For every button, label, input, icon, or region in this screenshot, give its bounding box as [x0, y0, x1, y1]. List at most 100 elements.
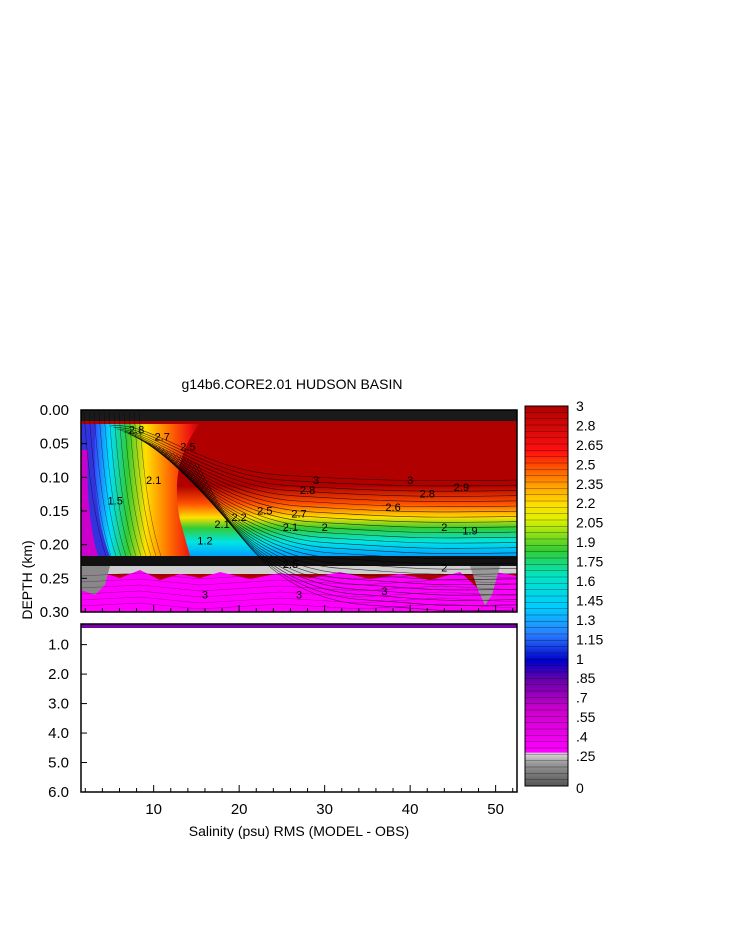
y-tick-label: 5.0 [48, 755, 69, 772]
colorbar-label: .85 [576, 670, 596, 686]
contour-label: 1.2 [197, 536, 212, 548]
contour-label: 2.7 [291, 509, 306, 521]
lower-panel-top-strip [81, 624, 517, 628]
field-left-wedge [81, 410, 210, 556]
colorbar-label: 2.5 [576, 456, 596, 472]
field-surface-dark-band [81, 410, 517, 421]
colorbar-label: .7 [576, 690, 588, 706]
upper-panel-contour-field: 332.92.8 2.82.72.62.52.22.1 2.1 2 2 1.91.22.5… [81, 410, 517, 612]
contour-label: 2 [322, 522, 328, 534]
colorbar-label: 1.6 [576, 573, 596, 589]
field-deep-magenta [81, 570, 517, 612]
contour-labels: 332.92.8 2.82.72.62.52.22.1 2.1 2 2 1.91.22.5… [108, 425, 478, 602]
x-tick-label: 20 [231, 801, 248, 818]
x-tick-label: 30 [316, 801, 333, 818]
x-tick-label: 40 [402, 801, 419, 818]
contour-label: 2.9 [454, 482, 469, 494]
contour-label: 2.1 [283, 522, 298, 534]
contour-label: 3 [407, 475, 413, 487]
contour-line [127, 433, 517, 508]
contour-line [138, 411, 162, 557]
y-tick-label: 0.30 [40, 604, 69, 621]
colorbar-level-lines [525, 412, 568, 780]
contour-line [190, 460, 517, 601]
colorbar-label: 1.15 [576, 631, 603, 647]
contour-line [88, 411, 112, 557]
y-tick-label: 3.0 [48, 696, 69, 713]
contour-label: 2 [441, 563, 447, 575]
contour-line [116, 428, 517, 492]
contour-label: 2.2 [232, 512, 247, 524]
contour-line [81, 596, 517, 604]
colorbar-label: 1.9 [576, 534, 596, 550]
y-tick-label: 0.25 [40, 570, 69, 587]
contour-line [81, 578, 517, 586]
contour-line [81, 602, 517, 610]
contour-line [108, 411, 132, 557]
colorbar-label: 2.35 [576, 476, 603, 492]
x-axis: 10 20 30 40 50 [84, 605, 514, 818]
contour-line [103, 411, 127, 557]
contour-label: 2.5 [283, 559, 298, 571]
contour-label: 2.1 [146, 475, 161, 487]
y-axis-lower: 1.0 2.0 3.0 4.0 5.0 6.0 [48, 637, 87, 801]
y-axis-upper: 0.00 0.05 0.10 0.15 0.20 0.25 0.30 [40, 402, 87, 621]
lower-panel-background [81, 624, 517, 792]
contour-line [183, 457, 517, 591]
x-tick-label: 50 [487, 801, 504, 818]
field-magenta-edge [81, 450, 98, 556]
contour-lines [81, 411, 517, 612]
contour-label: 2.1 [214, 519, 229, 531]
contour-label: 1.9 [462, 526, 477, 538]
contour-line [197, 463, 517, 612]
contour-line [137, 437, 517, 523]
contour-line [141, 439, 517, 528]
contour-line [81, 572, 517, 580]
contour-label: 2.8 [129, 425, 144, 437]
contour-line [109, 425, 517, 482]
contour-line [193, 461, 517, 606]
y-tick-label: 0.05 [40, 436, 69, 453]
contour-label: 2.8 [300, 485, 315, 497]
chart-title: g14b6.CORE2.01 HUDSON BASIN [182, 376, 403, 392]
colorbar-label: 2.65 [576, 437, 603, 453]
contour-label: 2 [441, 522, 447, 534]
x-tick-label: 10 [145, 801, 162, 818]
field-gray-band [81, 566, 517, 574]
colorbar-label: .4 [576, 729, 588, 745]
colorbar-label: .25 [576, 748, 596, 764]
y-tick-label: 0.15 [40, 503, 69, 520]
colorbar-label: 2.2 [576, 495, 596, 511]
contour-label: 2.5 [180, 441, 195, 453]
contour-line [81, 590, 517, 598]
y-tick-label: 2.0 [48, 666, 69, 683]
contour-line [98, 411, 122, 557]
contour-label: 3 [381, 586, 387, 598]
contour-line [113, 427, 517, 487]
contour-line [113, 411, 137, 557]
y-tick-label: 0.00 [40, 402, 69, 419]
field-surface-red-line [81, 421, 517, 424]
contour-line [186, 458, 517, 596]
contour-line [120, 430, 517, 497]
contour-line [134, 436, 517, 518]
contour-label: 3 [313, 475, 319, 487]
contour-label: 1.5 [108, 495, 123, 507]
y-tick-label: 0.10 [40, 469, 69, 486]
contour-line [83, 411, 107, 557]
field-deep-dark-band [81, 556, 517, 566]
colorbar-label: 3 [576, 398, 584, 414]
colorbar-label: .55 [576, 709, 596, 725]
contour-label: 2.8 [420, 489, 435, 501]
contour-line [81, 584, 517, 592]
contour-line [133, 411, 157, 557]
contour-label: 3 [296, 590, 302, 602]
contour-line [93, 411, 117, 557]
colorbar-label: 0 [576, 780, 584, 796]
contour-line [123, 411, 147, 557]
contour-label: 2.7 [155, 431, 170, 443]
contour-line [118, 411, 142, 557]
colorbar-label: 1.45 [576, 592, 603, 608]
contour-label: 2.5 [257, 505, 272, 517]
colorbar-label: 1 [576, 651, 584, 667]
